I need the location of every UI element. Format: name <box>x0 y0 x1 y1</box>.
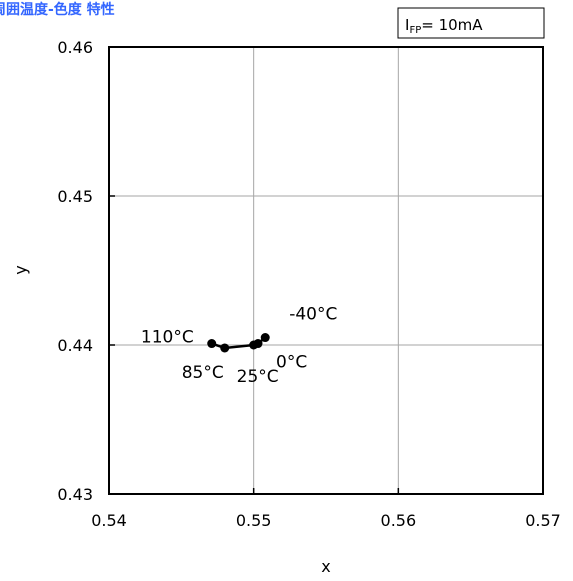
plot-area-frame <box>108 46 544 495</box>
point-label: 25°C <box>237 367 279 387</box>
condition-box <box>397 7 545 39</box>
condition-subscript: FP <box>409 25 421 36</box>
x-tick-labels: 0.54 0.55 0.56 0.57 <box>91 488 561 530</box>
x-tick-label: 0.54 <box>91 511 127 530</box>
x-axis-label: x <box>321 557 330 576</box>
condition-label: IFP= 10mA <box>405 16 483 36</box>
data-point <box>207 339 217 349</box>
y-tick-label: 0.44 <box>57 336 93 355</box>
data-point <box>260 333 270 343</box>
condition-symbol: I <box>405 16 409 34</box>
series-layer: -40°C 0°C25°C 85°C 110°C <box>141 305 337 387</box>
chart-title: 周囲温度-色度 特性 <box>0 1 115 18</box>
y-axis-label: y <box>11 265 30 274</box>
data-point <box>220 343 230 353</box>
y-tick-labels: 0.46 0.45 0.44 0.43 <box>57 38 115 504</box>
x-tick-label: 0.57 <box>525 511 561 530</box>
point-label: 85°C <box>182 363 224 383</box>
gridlines <box>109 47 543 494</box>
data-point <box>249 340 259 350</box>
y-tick-label: 0.46 <box>57 38 93 57</box>
point-label: 0°C <box>276 353 307 373</box>
point-label: 110°C <box>141 328 194 348</box>
point-label: -40°C <box>289 305 337 325</box>
x-tick-label: 0.55 <box>236 511 272 530</box>
y-tick-label: 0.43 <box>57 485 93 504</box>
condition-value: = 10mA <box>421 16 483 34</box>
y-tick-label: 0.45 <box>57 187 93 206</box>
x-tick-label: 0.56 <box>381 511 417 530</box>
